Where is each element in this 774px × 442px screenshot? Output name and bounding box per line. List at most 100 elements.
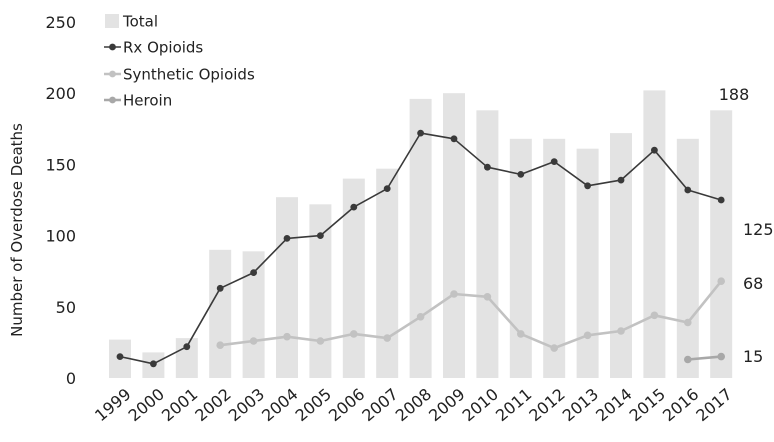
bar-total-2014	[610, 133, 632, 378]
y-tick-label-200: 200	[45, 84, 76, 103]
bars-layer	[109, 90, 733, 379]
x-tick-label-2015: 2015	[626, 385, 669, 426]
bar-total-2015	[643, 90, 666, 379]
y-tick-label-150: 150	[45, 155, 76, 174]
x-tick-label-2003: 2003	[225, 385, 268, 426]
legend-marker-heroin	[109, 96, 116, 104]
x-axis-ticks: 1999200020012002200320042005200620072008…	[91, 385, 736, 426]
point-synthetic-opioids-2007	[383, 334, 392, 342]
point-rx-opioids-2001	[183, 343, 191, 351]
point-synthetic-opioids-2010	[483, 293, 492, 301]
point-rx-opioids-2011	[517, 171, 525, 178]
x-tick-label-2009: 2009	[425, 385, 468, 426]
point-rx-opioids-2015	[651, 146, 658, 154]
x-tick-label-2004: 2004	[258, 385, 301, 426]
bar-total-2013	[576, 148, 599, 378]
bar-total-2009	[443, 93, 465, 378]
point-synthetic-opioids-2013	[583, 331, 592, 340]
x-tick-label-2000: 2000	[125, 385, 168, 426]
legend-marker-synthetic-opioids	[109, 70, 116, 78]
y-tick-label-50: 50	[56, 298, 76, 317]
x-tick-label-2002: 2002	[191, 385, 234, 426]
legend: Total Rx Opioids Synthetic Opioids Heroin	[104, 13, 255, 110]
y-tick-label-100: 100	[45, 227, 76, 246]
point-synthetic-opioids-2005	[316, 337, 325, 345]
point-synthetic-opioids-2011	[517, 330, 525, 338]
lines-layer	[116, 129, 725, 368]
bar-total-2012	[543, 138, 566, 378]
legend-label-heroin: Heroin	[123, 92, 172, 110]
point-rx-opioids-2017	[717, 196, 725, 204]
bar-total-2003	[242, 251, 265, 378]
end-label-total: 188	[719, 85, 750, 104]
point-synthetic-opioids-2002	[216, 341, 224, 350]
point-rx-opioids-1999	[116, 353, 124, 360]
point-rx-opioids-2007	[383, 185, 391, 193]
bar-total-2005	[309, 204, 332, 378]
x-tick-label-2012: 2012	[525, 385, 568, 426]
point-heroin-2016	[684, 355, 692, 364]
bar-total-2006	[342, 178, 365, 378]
bar-total-2001	[175, 338, 198, 378]
bar-total-2011	[509, 138, 532, 378]
point-synthetic-opioids-2004	[283, 332, 291, 341]
point-synthetic-opioids-2003	[249, 337, 258, 345]
legend-marker-rx-opioids	[109, 43, 116, 51]
bar-total-2007	[376, 168, 399, 378]
end-label-heroin: 15	[743, 347, 763, 366]
legend-label-synthetic-opioids: Synthetic Opioids	[123, 66, 255, 84]
point-synthetic-opioids-2014	[617, 327, 625, 335]
legend-label-total: Total	[122, 13, 158, 31]
point-rx-opioids-2003	[250, 269, 257, 276]
bar-total-2017	[710, 110, 733, 379]
x-tick-label-2001: 2001	[158, 385, 201, 426]
point-synthetic-opioids-2009	[450, 290, 458, 298]
y-axis-label: Number of Overdose Deaths	[8, 123, 26, 337]
x-tick-label-2010: 2010	[459, 385, 502, 426]
point-synthetic-opioids-2016	[684, 318, 692, 327]
point-synthetic-opioids-2017	[717, 277, 725, 286]
x-tick-label-1999: 1999	[91, 385, 134, 426]
y-axis-ticks: 0 50 100 150 200 250	[45, 13, 76, 388]
point-rx-opioids-2000	[150, 360, 157, 368]
point-synthetic-opioids-2015	[650, 311, 659, 320]
x-tick-label-2013: 2013	[559, 385, 602, 426]
y-tick-label-250: 250	[45, 13, 76, 32]
point-synthetic-opioids-2012	[550, 344, 558, 352]
point-rx-opioids-2004	[283, 235, 291, 242]
point-synthetic-opioids-2008	[416, 313, 425, 321]
end-labels: 188 125 68 15	[719, 85, 774, 366]
point-rx-opioids-2008	[417, 129, 424, 137]
point-heroin-2017	[717, 352, 725, 361]
bar-total-2008	[409, 98, 432, 379]
x-tick-label-2014: 2014	[592, 385, 635, 426]
point-rx-opioids-2014	[617, 176, 625, 184]
line-heroin	[687, 355, 722, 361]
point-synthetic-opioids-2006	[350, 330, 358, 338]
bar-total-2002	[209, 249, 232, 378]
x-tick-label-2017: 2017	[692, 385, 735, 426]
point-rx-opioids-2006	[350, 203, 358, 211]
point-rx-opioids-2005	[317, 232, 324, 240]
x-tick-label-2007: 2007	[358, 385, 401, 426]
x-tick-label-2008: 2008	[392, 385, 435, 426]
bar-total-2016	[676, 138, 699, 378]
end-label-synthetic-opioids: 68	[743, 274, 763, 293]
x-tick-label-2011: 2011	[492, 385, 535, 426]
legend-swatch-total	[105, 14, 119, 28]
bar-total-2004	[276, 197, 298, 378]
y-tick-label-0: 0	[66, 369, 76, 388]
line-synthetic-opioids	[220, 280, 723, 350]
end-label-rx-opioids: 125	[743, 220, 774, 239]
point-rx-opioids-2013	[584, 182, 591, 190]
x-tick-label-2006: 2006	[325, 385, 368, 426]
point-rx-opioids-2009	[450, 135, 458, 143]
x-tick-label-2016: 2016	[659, 385, 702, 426]
legend-label-rx-opioids: Rx Opioids	[123, 39, 203, 57]
bar-total-2010	[476, 110, 499, 379]
point-rx-opioids-2012	[550, 158, 558, 166]
point-rx-opioids-2010	[484, 163, 491, 171]
x-tick-label-2005: 2005	[292, 385, 335, 426]
point-rx-opioids-2002	[216, 284, 224, 292]
point-rx-opioids-2016	[684, 186, 692, 194]
